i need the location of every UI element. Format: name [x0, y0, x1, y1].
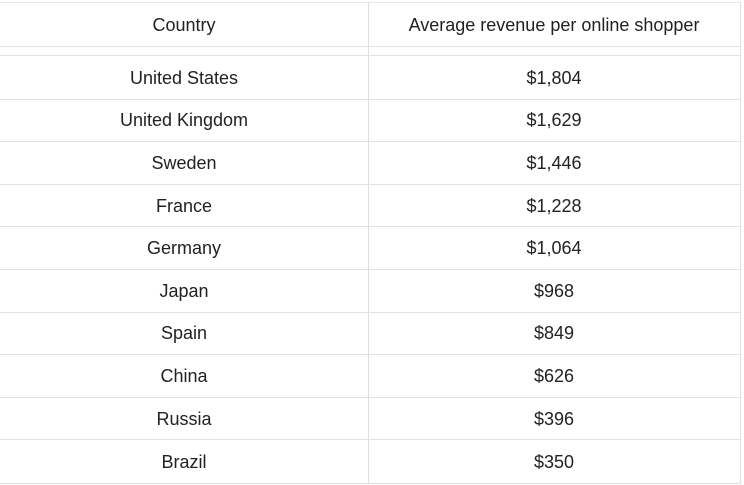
table-row: Japan $968	[0, 270, 740, 313]
revenue-cell: $350	[533, 451, 575, 472]
table-row: Spain $849	[0, 313, 740, 356]
revenue-cell: $1,064	[526, 238, 582, 259]
table-body: United States $1,804 United Kingdom $1,6…	[0, 57, 740, 483]
table-bottom-border	[0, 483, 741, 484]
revenue-cell: $968	[533, 280, 575, 301]
country-cell: Russia	[156, 408, 212, 429]
country-cell: Spain	[160, 323, 208, 344]
table-row: Sweden $1,446	[0, 142, 740, 185]
header-average-revenue: Average revenue per online shopper	[408, 14, 700, 35]
country-cell: United Kingdom	[119, 110, 249, 131]
country-cell: Sweden	[151, 152, 217, 173]
country-cell: United States	[129, 67, 239, 88]
table-row: China $626	[0, 355, 740, 398]
table-row: France $1,228	[0, 185, 740, 228]
column-divider	[368, 2, 369, 484]
country-cell: Japan	[159, 280, 209, 301]
table-row: Brazil $350	[0, 440, 740, 483]
country-cell: Brazil	[161, 451, 207, 472]
table-row: United Kingdom $1,629	[0, 100, 740, 143]
revenue-cell: $396	[533, 408, 575, 429]
revenue-cell: $1,228	[526, 195, 582, 216]
country-cell: France	[155, 195, 213, 216]
country-cell: Germany	[146, 238, 222, 259]
table-row: United States $1,804	[0, 57, 740, 100]
header-country: Country	[152, 14, 216, 35]
table-row: Russia $396	[0, 398, 740, 441]
revenue-cell: $849	[533, 323, 575, 344]
revenue-cell: $1,804	[526, 67, 582, 88]
table-top-border	[0, 2, 741, 3]
header-spacer-row	[0, 46, 740, 56]
table-header-row: Country Average revenue per online shopp…	[0, 3, 740, 46]
revenue-cell: $1,446	[526, 152, 582, 173]
table-right-border	[740, 2, 741, 484]
country-cell: China	[160, 365, 208, 386]
table-row: Germany $1,064	[0, 227, 740, 270]
revenue-cell: $1,629	[526, 110, 582, 131]
revenue-cell: $626	[533, 365, 575, 386]
